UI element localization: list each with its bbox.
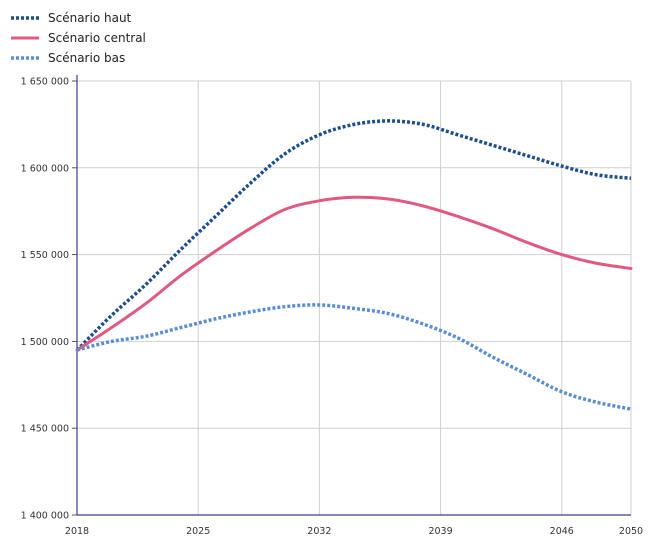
x-tick-label: 2046 <box>550 526 574 537</box>
x-tick-label: 2032 <box>307 526 331 537</box>
y-tick-label: 1 550 000 <box>21 250 69 261</box>
legend-item-haut: Scénario haut <box>10 8 146 28</box>
legend-label-central: Scénario central <box>48 31 146 45</box>
y-tick-label: 1 400 000 <box>21 511 69 522</box>
series-line-haut <box>75 119 632 352</box>
x-tick-label: 2018 <box>65 526 89 537</box>
chart-legend: Scénario haut Scénario central Scénario … <box>10 8 146 68</box>
x-tick-label: 2039 <box>428 526 452 537</box>
legend-label-haut: Scénario haut <box>48 11 132 25</box>
y-tick-label: 1 450 000 <box>21 424 69 435</box>
legend-item-central: Scénario central <box>10 28 146 48</box>
legend-swatch-central <box>11 36 39 40</box>
y-tick-label: 1 500 000 <box>21 337 69 348</box>
y-tick-label: 1 650 000 <box>21 77 69 88</box>
x-tick-label: 2050 <box>619 526 643 537</box>
x-tick-label: 2025 <box>186 526 210 537</box>
series-line-central <box>75 195 633 352</box>
legend-item-bas: Scénario bas <box>10 48 146 68</box>
legend-label-bas: Scénario bas <box>48 51 126 65</box>
series-line-bas <box>76 303 632 411</box>
y-tick-label: 1 600 000 <box>21 163 69 174</box>
